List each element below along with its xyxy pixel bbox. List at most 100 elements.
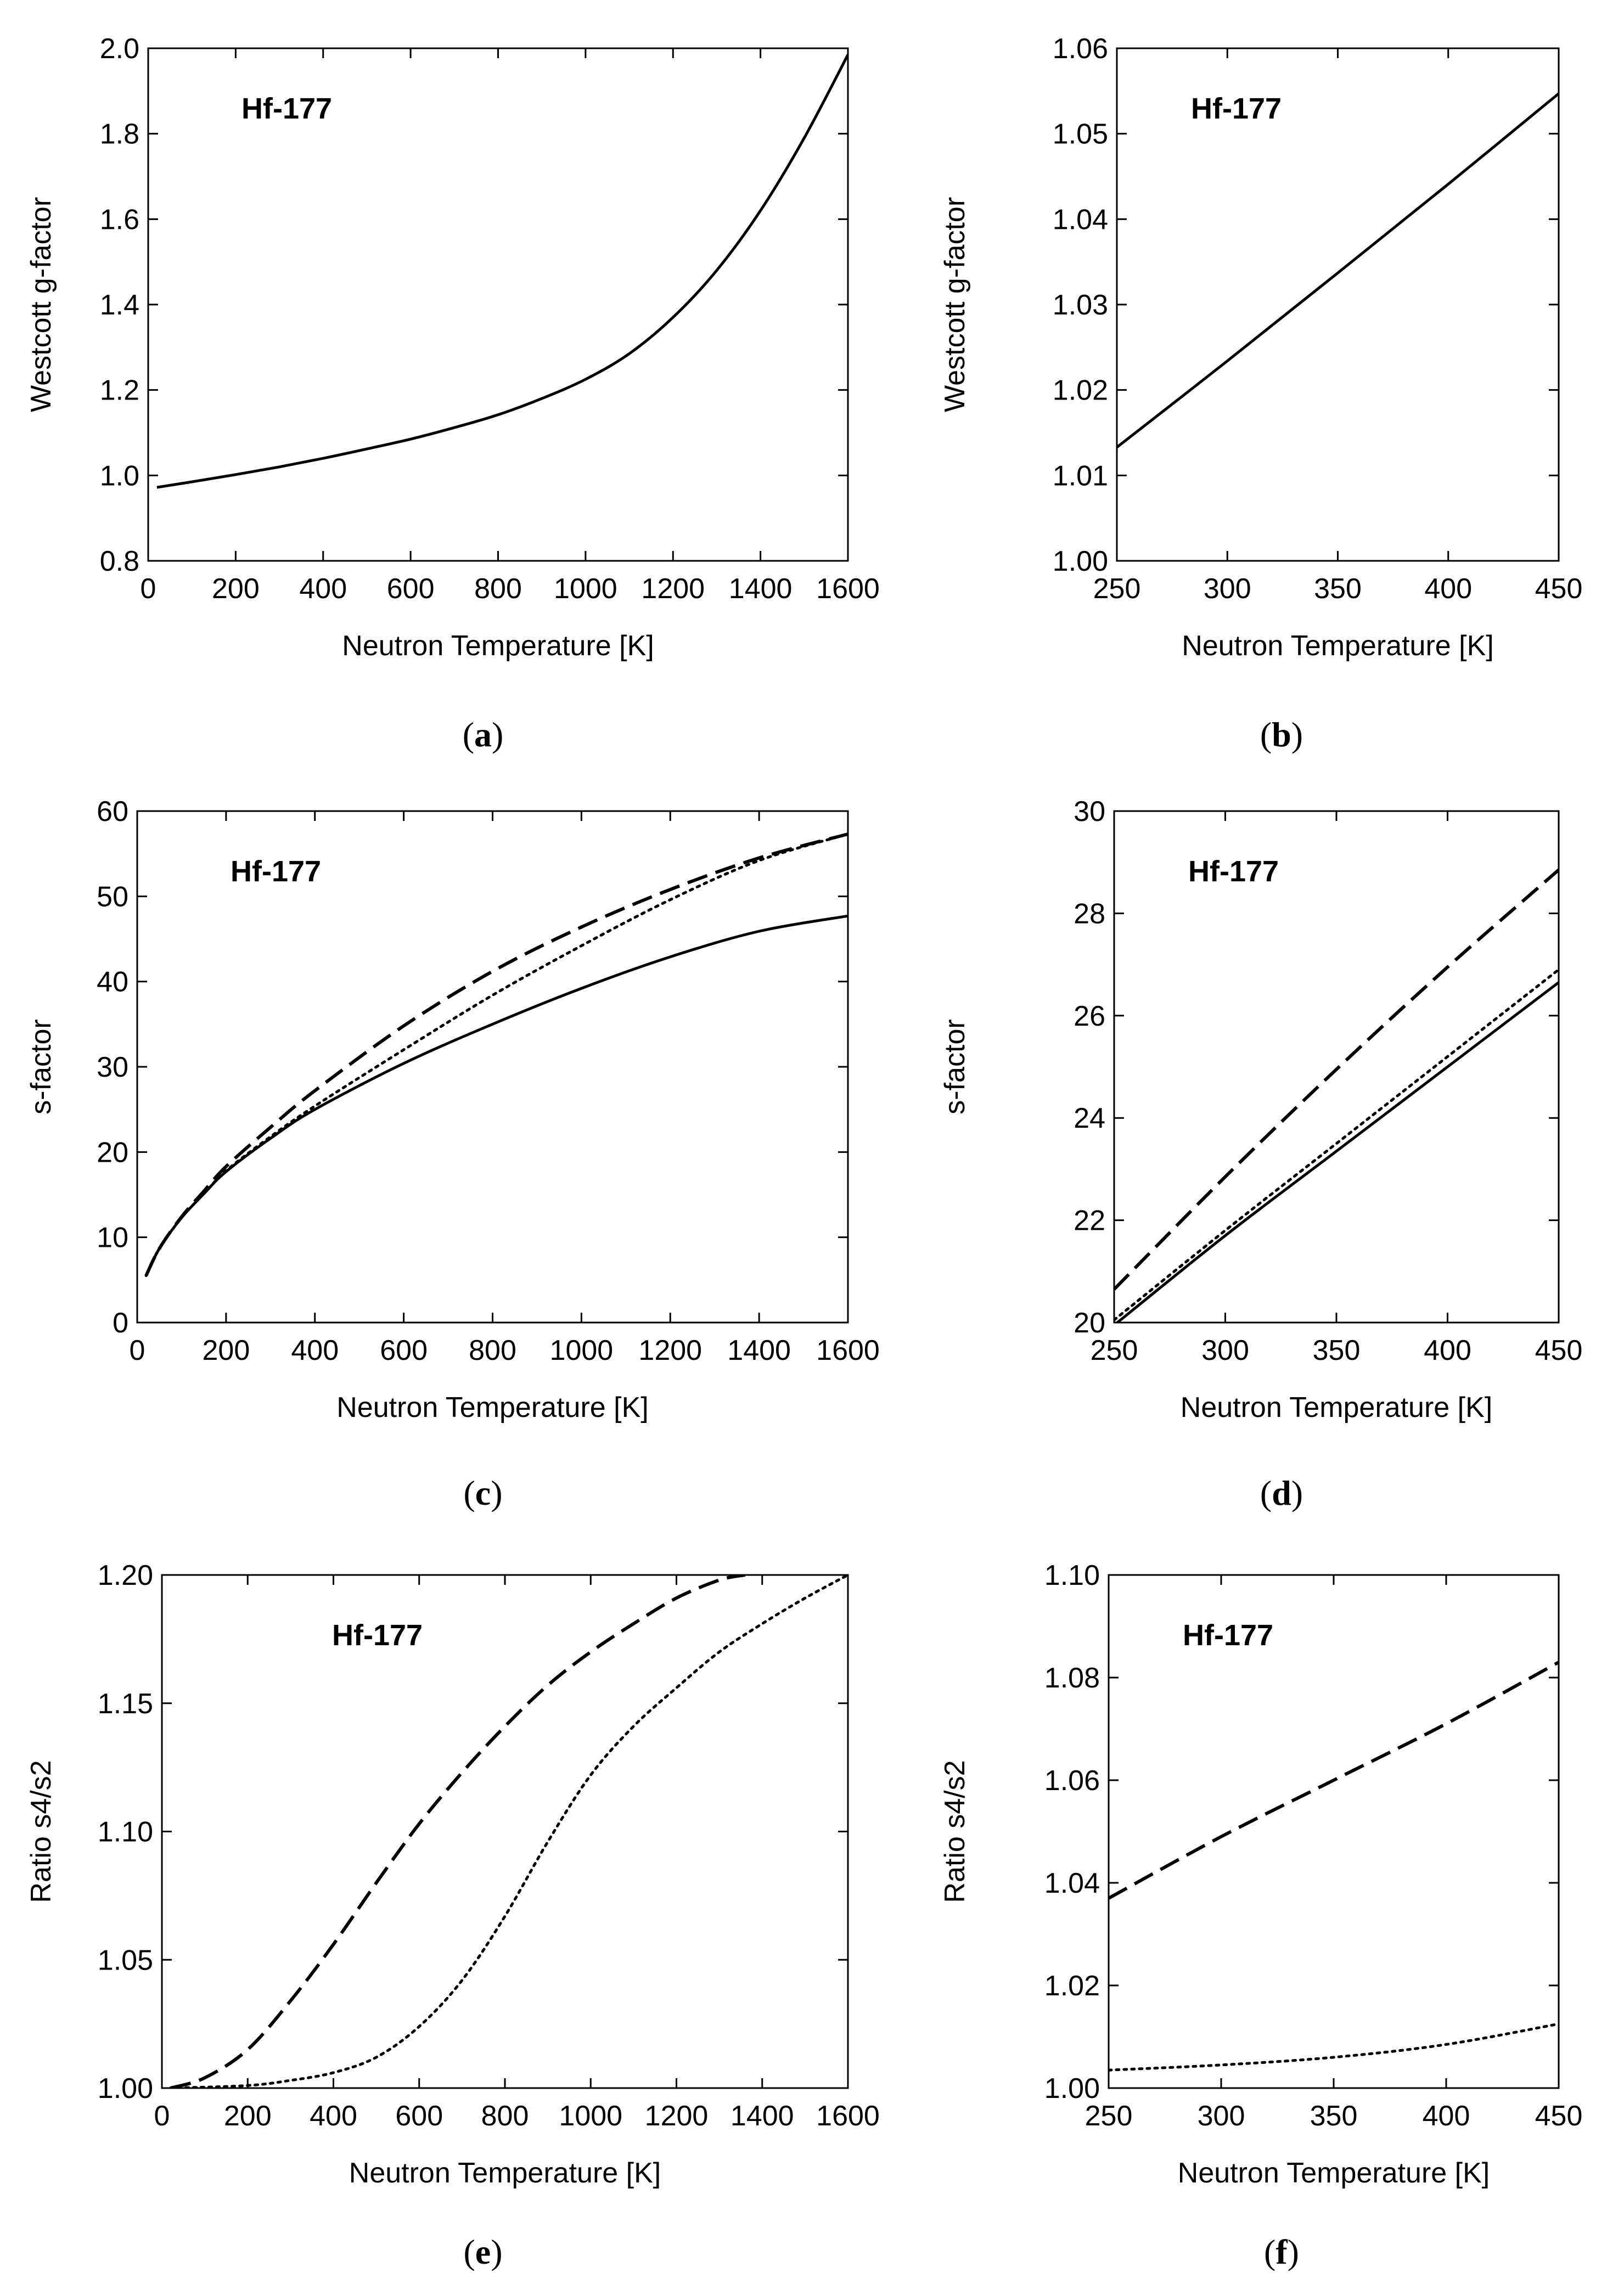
- panel-letter: f: [1275, 2232, 1288, 2271]
- x-tick-label: 350: [1314, 573, 1362, 605]
- x-tick-label: 0: [141, 573, 156, 605]
- x-tick-label: 450: [1535, 2100, 1583, 2132]
- y-tick-label: 1.01: [1053, 460, 1108, 492]
- panel-caption: (a): [463, 715, 504, 754]
- x-tick-label: 1600: [816, 2100, 880, 2132]
- panel-caption: (b): [1260, 715, 1303, 754]
- chart-panel-c: 0 200 400 600 800 1000 1200 1400 1600 0 10 20 30 40 50…: [25, 796, 880, 1512]
- x-tick-label: 300: [1204, 573, 1251, 605]
- isotope-annotation: Hf-177: [332, 1619, 423, 1652]
- chart-panel-e: 0 200 400 600 800 1000 1200 1400 1600 1.00 1.05 1.1…: [25, 1560, 880, 2271]
- x-tick-label: 1600: [816, 573, 880, 605]
- x-tick-label: 0: [154, 2100, 170, 2132]
- y-tick-label: 1.02: [1044, 1970, 1100, 2002]
- chart-panel-a: 0 200 400 600 800 1000 1200 1400 1600 0.8 1.0 1.2 1.…: [25, 33, 880, 754]
- plot-frame: [1113, 810, 1560, 1324]
- y-tick-label: 24: [1074, 1102, 1105, 1134]
- y-tick-label: 1.20: [98, 1560, 153, 1591]
- isotope-annotation: Hf-177: [1188, 855, 1279, 888]
- x-axis-label: Neutron Temperature [K]: [349, 2157, 661, 2189]
- series-line-dotted: [1109, 2022, 1559, 2072]
- panel-caption: (e): [463, 2232, 502, 2271]
- x-tick-label: 1000: [554, 573, 617, 605]
- x-tick-label: 400: [1424, 1335, 1471, 1366]
- x-tick-label: 600: [380, 1335, 428, 1366]
- isotope-annotation: Hf-177: [241, 92, 332, 125]
- x-axis-label: Neutron Temperature [K]: [1178, 2157, 1490, 2189]
- panel-letter: d: [1272, 1473, 1291, 1512]
- y-tick-label: 1.15: [98, 1688, 153, 1720]
- series-line-dashed: [170, 1575, 746, 2088]
- x-axis-label: Neutron Temperature [K]: [336, 1392, 648, 1424]
- x-tick-label: 250: [1093, 573, 1141, 605]
- x-tick-label: 1600: [816, 1335, 880, 1366]
- y-tick-label: 1.00: [1053, 545, 1108, 577]
- y-axis-label: Westcott g-factor: [25, 197, 57, 412]
- y-tick-label: 1.08: [1044, 1662, 1100, 1694]
- y-tick-label: 1.06: [1053, 33, 1108, 65]
- y-tick-label: 30: [97, 1051, 128, 1083]
- x-tick-label: 1000: [550, 1335, 614, 1366]
- plot-frame: [1116, 47, 1560, 562]
- x-tick-label: 800: [469, 1335, 516, 1366]
- y-tick-label: 1.04: [1044, 1867, 1100, 1899]
- y-tick-label: 1.00: [98, 2073, 153, 2105]
- plot-frame: [1108, 1574, 1560, 2089]
- y-tick-label: 10: [97, 1222, 128, 1254]
- y-axis-label: Ratio s4/s2: [25, 1760, 57, 1903]
- x-tick-label: 350: [1310, 2100, 1358, 2132]
- x-tick-label: 450: [1535, 573, 1583, 605]
- y-tick-label: 28: [1074, 898, 1105, 930]
- y-axis-label: s-factor: [939, 1019, 971, 1114]
- x-tick-label: 800: [474, 573, 522, 605]
- y-axis-label: Westcott g-factor: [939, 197, 971, 412]
- y-tick-label: 60: [97, 796, 128, 828]
- y-tick-label: 1.05: [98, 1944, 153, 1976]
- x-tick-label: 1400: [727, 1335, 791, 1366]
- series-line-dotted: [169, 1575, 848, 2088]
- series-line-solid: [144, 914, 848, 1276]
- plot-frame: [147, 47, 849, 562]
- y-tick-label: 1.00: [1044, 2073, 1100, 2105]
- series-line-dotted: [1114, 968, 1559, 1321]
- x-tick-label: 400: [291, 1335, 339, 1366]
- series-line-dotted: [144, 832, 848, 1278]
- x-tick-label: 1200: [638, 1335, 702, 1366]
- y-tick-label: 2.0: [100, 33, 139, 65]
- y-tick-label: 30: [1074, 796, 1105, 828]
- y-tick-label: 1.6: [100, 204, 139, 235]
- x-tick-label: 400: [1424, 573, 1472, 605]
- y-tick-label: 1.2: [100, 375, 139, 407]
- x-tick-label: 400: [1423, 2100, 1470, 2132]
- series-line-dashed: [144, 832, 848, 1276]
- x-tick-label: 250: [1085, 2100, 1133, 2132]
- panel-letter: e: [475, 2232, 491, 2271]
- panel-caption: (d): [1260, 1473, 1303, 1512]
- series-line-solid: [1117, 92, 1559, 448]
- x-tick-label: 1400: [730, 2100, 794, 2132]
- x-tick-label: 250: [1091, 1335, 1138, 1366]
- y-tick-label: 1.05: [1053, 119, 1108, 150]
- y-tick-label: 20: [97, 1136, 128, 1168]
- y-tick-label: 1.03: [1053, 289, 1108, 321]
- series-line-dashed: [1109, 1661, 1559, 1900]
- x-tick-label: 600: [395, 2100, 443, 2132]
- y-tick-label: 1.02: [1053, 375, 1108, 407]
- series-line-solid: [1115, 981, 1559, 1323]
- x-axis-label: Neutron Temperature [K]: [1182, 630, 1493, 662]
- y-axis-label: s-factor: [25, 1019, 57, 1114]
- chart-panel-f: 250 300 350 400 450 1.00 1.02 1.04 1.06 1.08 1.10 N…: [939, 1560, 1582, 2271]
- chart-panel-b: 250 300 350 400 450 1.00 1.01 1.02 1.03 1.04 1.05 1…: [939, 33, 1582, 754]
- y-tick-label: 0: [113, 1307, 128, 1339]
- y-tick-label: 50: [97, 881, 128, 913]
- x-tick-label: 200: [212, 573, 260, 605]
- x-tick-label: 1400: [729, 573, 793, 605]
- panel-caption: (f): [1264, 2232, 1299, 2271]
- x-axis-label: Neutron Temperature [K]: [1181, 1392, 1492, 1424]
- x-tick-label: 450: [1535, 1335, 1583, 1366]
- x-tick-label: 0: [130, 1335, 145, 1366]
- x-tick-label: 200: [224, 2100, 272, 2132]
- x-tick-label: 200: [202, 1335, 250, 1366]
- y-tick-label: 1.10: [98, 1816, 153, 1848]
- x-tick-label: 400: [310, 2100, 357, 2132]
